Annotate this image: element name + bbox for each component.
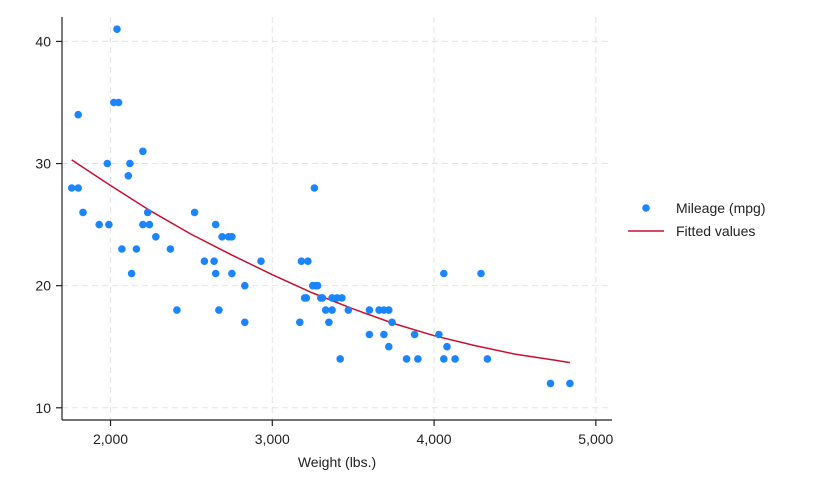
scatter-point: [318, 294, 327, 302]
x-tick-label: 5,000: [578, 431, 613, 447]
scatter-point: [190, 208, 199, 217]
scatter-point: [385, 306, 393, 314]
scatter-point: [241, 318, 249, 327]
scatter-point: [325, 318, 333, 327]
grid-lines: [62, 17, 612, 420]
scatter-point: [79, 208, 87, 217]
scatter-point: [302, 294, 311, 302]
scatter-point: [380, 330, 388, 339]
scatter-point: [228, 269, 236, 278]
scatter-point: [443, 342, 451, 351]
y-tick-label: 30: [35, 156, 51, 172]
scatter-point: [241, 281, 249, 290]
axes: 2,000 3,000 4,000 5,000 10 20 30 40: [35, 17, 614, 447]
scatter-point: [321, 306, 330, 314]
y-tick-label: 40: [35, 33, 51, 49]
scatter-point: [152, 233, 160, 241]
scatter-point: [210, 257, 218, 266]
scatter-point: [313, 281, 322, 290]
scatter-point: [105, 220, 113, 229]
scatter-point: [297, 257, 306, 266]
scatter-point: [477, 269, 485, 278]
scatter-point: [211, 220, 220, 229]
scatter-point: [113, 25, 121, 33]
scatter-point: [74, 184, 82, 192]
scatter-point: [402, 355, 411, 363]
x-axis-title: Weight (lbs.): [298, 454, 376, 470]
scatter-point: [365, 306, 374, 314]
scatter-point: [74, 110, 82, 119]
scatter-point: [440, 355, 448, 363]
scatter-point: [296, 318, 304, 327]
scatter-point: [483, 355, 492, 363]
x-tick-label: 3,000: [255, 431, 290, 447]
scatter-point: [126, 159, 134, 168]
scatter-point: [228, 233, 236, 241]
scatter-point: [132, 245, 141, 253]
scatter-point: [365, 330, 374, 339]
scatter-point: [114, 98, 123, 107]
scatter-point: [435, 330, 443, 339]
y-tick-label: 10: [35, 400, 51, 416]
scatter-point: [546, 379, 555, 388]
scatter-point: [166, 245, 175, 253]
scatter-point: [218, 233, 226, 241]
scatter-point: [118, 245, 126, 253]
legend-label: Fitted values: [676, 223, 755, 239]
scatter-points-layer: [67, 25, 574, 388]
scatter-point: [440, 269, 448, 278]
x-tick-label: 2,000: [93, 431, 128, 447]
scatter-point: [211, 269, 220, 278]
scatter-point: [257, 257, 265, 266]
scatter-point: [304, 257, 312, 266]
scatter-point: [566, 379, 574, 388]
scatter-point: [414, 355, 422, 363]
scatter-point: [328, 306, 336, 314]
legend-label: Mileage (mpg): [676, 200, 765, 216]
scatter-point: [215, 306, 223, 314]
legend: Mileage (mpg) Fitted values: [628, 200, 765, 239]
scatter-point: [139, 147, 147, 156]
scatter-point: [145, 220, 154, 229]
scatter-point: [139, 220, 147, 229]
scatter-point: [344, 306, 353, 314]
scatter-point: [103, 159, 112, 168]
scatter-point: [67, 184, 76, 192]
scatter-point: [173, 306, 181, 314]
scatter-point: [388, 318, 396, 327]
scatter-point: [310, 184, 319, 192]
scatter-point: [127, 269, 136, 278]
scatter-point: [451, 355, 459, 363]
x-tick-label: 4,000: [417, 431, 452, 447]
y-tick-label: 20: [35, 278, 51, 294]
scatter-point: [336, 355, 345, 363]
scatter-point: [410, 330, 419, 339]
scatter-point: [200, 257, 209, 266]
scatter-point: [338, 294, 346, 302]
scatter-point: [124, 172, 133, 180]
scatter-point: [385, 342, 393, 351]
scatter-point: [95, 220, 103, 229]
legend-point-swatch: [642, 204, 650, 212]
scatter-point: [143, 208, 152, 217]
